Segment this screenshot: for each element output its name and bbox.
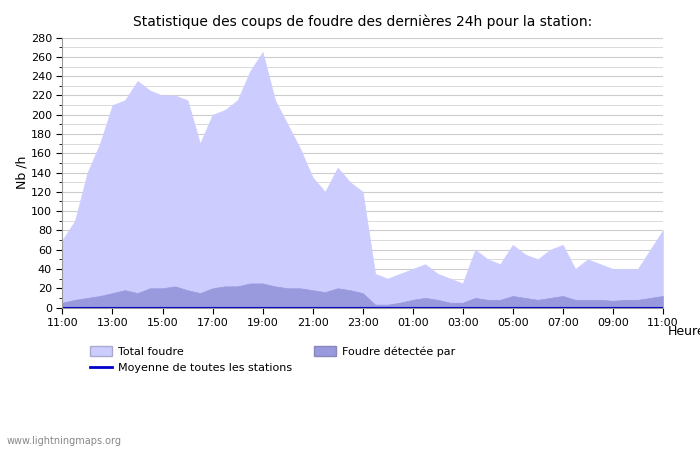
Legend: Total foudre, Moyenne de toutes les stations, Foudre détectée par: Total foudre, Moyenne de toutes les stat… bbox=[85, 342, 460, 378]
Title: Statistique des coups de foudre des dernières 24h pour la station:: Statistique des coups de foudre des dern… bbox=[133, 15, 592, 30]
X-axis label: Heure: Heure bbox=[668, 325, 700, 338]
Y-axis label: Nb /h: Nb /h bbox=[15, 156, 28, 189]
Text: www.lightningmaps.org: www.lightningmaps.org bbox=[7, 436, 122, 446]
